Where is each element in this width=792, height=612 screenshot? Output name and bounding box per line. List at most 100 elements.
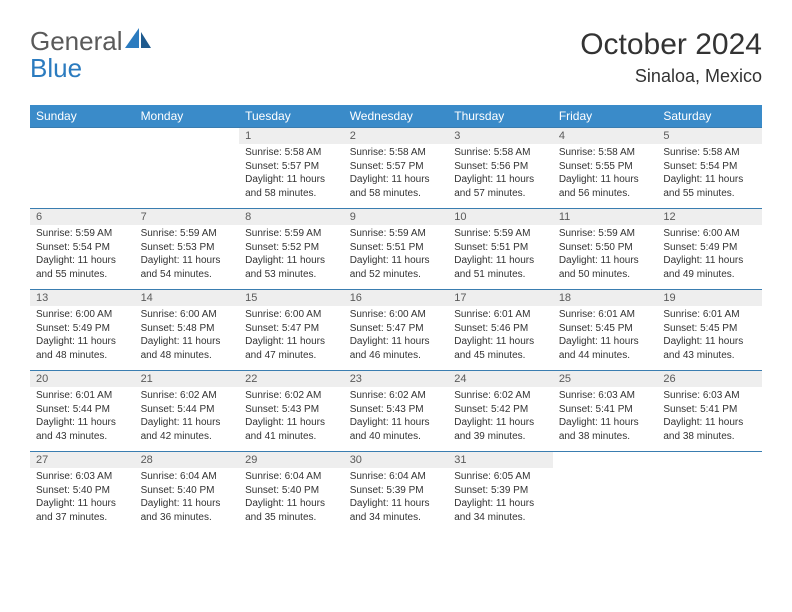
sunrise-text: Sunrise: 6:03 AM bbox=[559, 389, 652, 403]
weekday-header: Friday bbox=[553, 105, 658, 128]
daylight-text: Daylight: 11 hours bbox=[36, 254, 129, 268]
day-number-cell: 20 bbox=[30, 371, 135, 388]
daylight-text: and 49 minutes. bbox=[663, 268, 756, 282]
sunrise-text: Sunrise: 5:59 AM bbox=[141, 227, 234, 241]
daylight-text: and 34 minutes. bbox=[350, 511, 443, 525]
sunrise-text: Sunrise: 6:01 AM bbox=[454, 308, 547, 322]
sunrise-text: Sunrise: 6:00 AM bbox=[350, 308, 443, 322]
sunset-text: Sunset: 5:51 PM bbox=[454, 241, 547, 255]
brand-logo: General Blue bbox=[30, 28, 153, 82]
day-detail-cell: Sunrise: 6:02 AMSunset: 5:44 PMDaylight:… bbox=[135, 387, 240, 452]
daylight-text: and 52 minutes. bbox=[350, 268, 443, 282]
day-detail-cell: Sunrise: 5:58 AMSunset: 5:54 PMDaylight:… bbox=[657, 144, 762, 209]
day-number-cell: 8 bbox=[239, 209, 344, 226]
sunrise-text: Sunrise: 5:58 AM bbox=[350, 146, 443, 160]
day-number-cell: 21 bbox=[135, 371, 240, 388]
calendar-head: SundayMondayTuesdayWednesdayThursdayFrid… bbox=[30, 105, 762, 128]
empty-cell bbox=[657, 452, 762, 469]
daylight-text: and 55 minutes. bbox=[36, 268, 129, 282]
sunset-text: Sunset: 5:41 PM bbox=[663, 403, 756, 417]
sunset-text: Sunset: 5:39 PM bbox=[350, 484, 443, 498]
daylight-text: and 47 minutes. bbox=[245, 349, 338, 363]
daylight-text: Daylight: 11 hours bbox=[454, 335, 547, 349]
day-detail-cell: Sunrise: 6:00 AMSunset: 5:49 PMDaylight:… bbox=[30, 306, 135, 371]
sunset-text: Sunset: 5:57 PM bbox=[245, 160, 338, 174]
sunrise-text: Sunrise: 6:00 AM bbox=[36, 308, 129, 322]
sunrise-text: Sunrise: 6:04 AM bbox=[350, 470, 443, 484]
day-detail-cell: Sunrise: 6:01 AMSunset: 5:45 PMDaylight:… bbox=[657, 306, 762, 371]
daylight-text: and 34 minutes. bbox=[454, 511, 547, 525]
day-detail-cell: Sunrise: 6:04 AMSunset: 5:40 PMDaylight:… bbox=[135, 468, 240, 532]
day-detail-row: Sunrise: 6:01 AMSunset: 5:44 PMDaylight:… bbox=[30, 387, 762, 452]
day-detail-cell: Sunrise: 5:59 AMSunset: 5:52 PMDaylight:… bbox=[239, 225, 344, 290]
empty-cell bbox=[657, 468, 762, 532]
sunset-text: Sunset: 5:48 PM bbox=[141, 322, 234, 336]
daylight-text: and 37 minutes. bbox=[36, 511, 129, 525]
daylight-text: Daylight: 11 hours bbox=[36, 416, 129, 430]
daylight-text: and 38 minutes. bbox=[663, 430, 756, 444]
daylight-text: and 40 minutes. bbox=[350, 430, 443, 444]
day-number-row: 20212223242526 bbox=[30, 371, 762, 388]
sunset-text: Sunset: 5:43 PM bbox=[245, 403, 338, 417]
day-number-cell: 19 bbox=[657, 290, 762, 307]
sunset-text: Sunset: 5:53 PM bbox=[141, 241, 234, 255]
day-number-cell: 1 bbox=[239, 128, 344, 145]
empty-cell bbox=[553, 468, 658, 532]
day-detail-cell: Sunrise: 6:00 AMSunset: 5:47 PMDaylight:… bbox=[344, 306, 449, 371]
daylight-text: Daylight: 11 hours bbox=[141, 335, 234, 349]
daylight-text: Daylight: 11 hours bbox=[454, 254, 547, 268]
sunset-text: Sunset: 5:44 PM bbox=[36, 403, 129, 417]
empty-cell bbox=[30, 144, 135, 209]
day-number-cell: 4 bbox=[553, 128, 658, 145]
daylight-text: Daylight: 11 hours bbox=[141, 497, 234, 511]
sunset-text: Sunset: 5:40 PM bbox=[36, 484, 129, 498]
daylight-text: and 58 minutes. bbox=[350, 187, 443, 201]
page-header: General Blue October 2024 Sinaloa, Mexic… bbox=[30, 28, 762, 87]
daylight-text: and 41 minutes. bbox=[245, 430, 338, 444]
daylight-text: and 48 minutes. bbox=[141, 349, 234, 363]
daylight-text: and 46 minutes. bbox=[350, 349, 443, 363]
title-block: October 2024 Sinaloa, Mexico bbox=[580, 28, 762, 87]
daylight-text: and 43 minutes. bbox=[663, 349, 756, 363]
sunrise-text: Sunrise: 5:59 AM bbox=[559, 227, 652, 241]
weekday-header: Wednesday bbox=[344, 105, 449, 128]
sunset-text: Sunset: 5:47 PM bbox=[245, 322, 338, 336]
sail-icon bbox=[125, 28, 153, 50]
day-detail-cell: Sunrise: 6:03 AMSunset: 5:41 PMDaylight:… bbox=[657, 387, 762, 452]
day-number-row: 6789101112 bbox=[30, 209, 762, 226]
sunrise-text: Sunrise: 6:01 AM bbox=[36, 389, 129, 403]
sunset-text: Sunset: 5:44 PM bbox=[141, 403, 234, 417]
sunset-text: Sunset: 5:56 PM bbox=[454, 160, 547, 174]
day-number-cell: 22 bbox=[239, 371, 344, 388]
empty-cell bbox=[553, 452, 658, 469]
day-number-cell: 2 bbox=[344, 128, 449, 145]
daylight-text: Daylight: 11 hours bbox=[663, 416, 756, 430]
day-detail-cell: Sunrise: 5:59 AMSunset: 5:51 PMDaylight:… bbox=[344, 225, 449, 290]
calendar-body: 12345Sunrise: 5:58 AMSunset: 5:57 PMDayl… bbox=[30, 128, 762, 533]
daylight-text: Daylight: 11 hours bbox=[36, 335, 129, 349]
sunset-text: Sunset: 5:40 PM bbox=[141, 484, 234, 498]
sunrise-text: Sunrise: 6:03 AM bbox=[663, 389, 756, 403]
sunrise-text: Sunrise: 6:02 AM bbox=[245, 389, 338, 403]
day-detail-cell: Sunrise: 6:05 AMSunset: 5:39 PMDaylight:… bbox=[448, 468, 553, 532]
sunset-text: Sunset: 5:50 PM bbox=[559, 241, 652, 255]
day-detail-cell: Sunrise: 6:00 AMSunset: 5:48 PMDaylight:… bbox=[135, 306, 240, 371]
sunset-text: Sunset: 5:47 PM bbox=[350, 322, 443, 336]
sunset-text: Sunset: 5:45 PM bbox=[663, 322, 756, 336]
sunrise-text: Sunrise: 6:05 AM bbox=[454, 470, 547, 484]
weekday-header: Thursday bbox=[448, 105, 553, 128]
day-number-cell: 25 bbox=[553, 371, 658, 388]
day-number-cell: 11 bbox=[553, 209, 658, 226]
sunrise-text: Sunrise: 6:03 AM bbox=[36, 470, 129, 484]
daylight-text: and 54 minutes. bbox=[141, 268, 234, 282]
day-number-cell: 26 bbox=[657, 371, 762, 388]
daylight-text: Daylight: 11 hours bbox=[245, 416, 338, 430]
daylight-text: and 38 minutes. bbox=[559, 430, 652, 444]
sunrise-text: Sunrise: 5:59 AM bbox=[245, 227, 338, 241]
weekday-header: Sunday bbox=[30, 105, 135, 128]
daylight-text: Daylight: 11 hours bbox=[663, 173, 756, 187]
day-detail-cell: Sunrise: 5:59 AMSunset: 5:53 PMDaylight:… bbox=[135, 225, 240, 290]
daylight-text: and 53 minutes. bbox=[245, 268, 338, 282]
day-number-cell: 29 bbox=[239, 452, 344, 469]
daylight-text: Daylight: 11 hours bbox=[663, 335, 756, 349]
